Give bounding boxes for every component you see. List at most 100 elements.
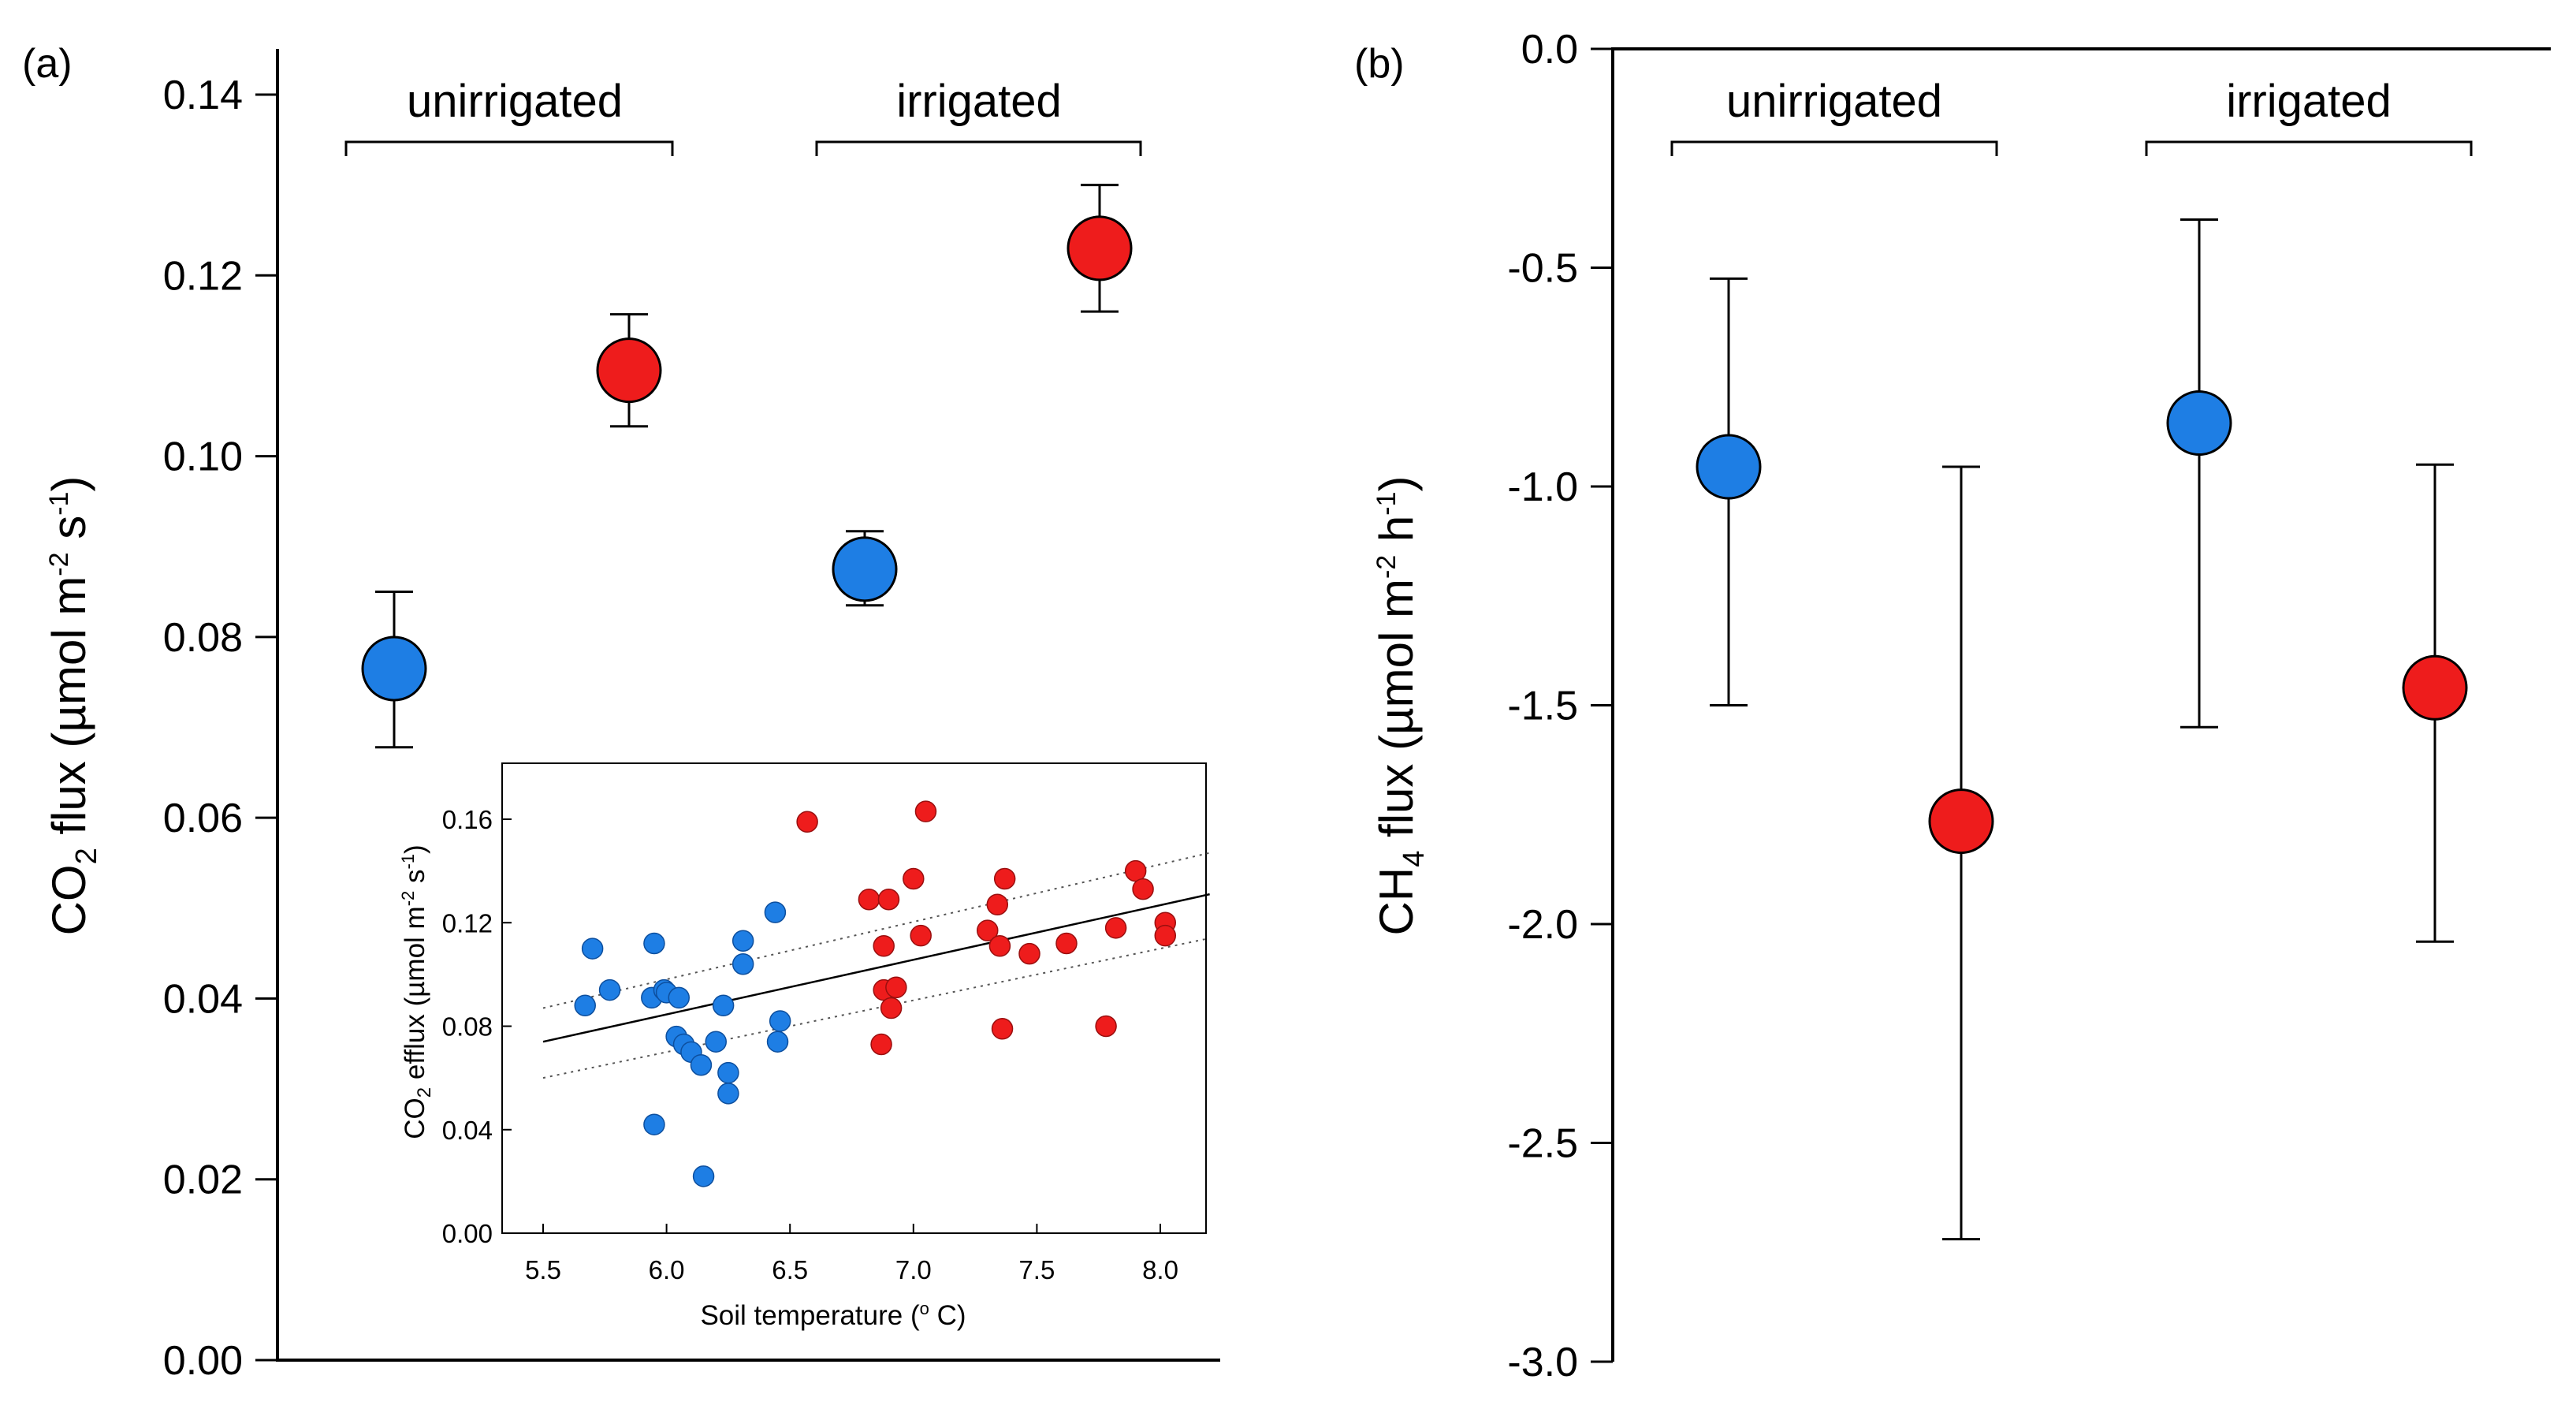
- mean-point-unirrigated-red: [596, 337, 662, 404]
- inset-point-blue: [643, 932, 665, 955]
- inset-points: [574, 800, 1177, 1187]
- inset-confidence-upper: [542, 852, 1210, 1009]
- inset-regression-line: [542, 893, 1210, 1043]
- inset-point-blue: [581, 937, 604, 960]
- y-tick-label: 0.12: [163, 253, 243, 299]
- inset-point-blue: [705, 1031, 727, 1053]
- panel-a-y-axis-label: CO2 flux (µmol m-2 s-1): [43, 476, 103, 936]
- inset-point-blue: [731, 930, 754, 952]
- mean-point-unirrigated-blue: [1696, 434, 1762, 500]
- panel-b-bracket-unirrigated: [1670, 140, 1998, 156]
- inset-point-blue: [668, 986, 691, 1009]
- panel-b-y-axis-label: CH4 flux (µmol m-2 h-1): [1370, 476, 1431, 936]
- inset-point-red: [1124, 859, 1147, 882]
- panel-b: (b) -3.0 -2.5 -2.0 -1.5 -1.0 -0.5 0.0 CH4 flux…: [1354, 27, 2551, 1385]
- y-tick-label: -0.5: [1507, 246, 1578, 292]
- inset-point-red: [1132, 878, 1154, 900]
- y-tick-label: 0.10: [163, 434, 243, 480]
- inset-point-red: [993, 867, 1016, 890]
- inset-point-red: [1095, 1015, 1117, 1038]
- panel-a-group-label-irrigated: irrigated: [896, 76, 1062, 127]
- y-tick-label: -3.0: [1507, 1340, 1578, 1385]
- panel-a-bracket-unirrigated: [344, 140, 674, 156]
- inset-point-red: [977, 919, 999, 941]
- inset-point-red: [914, 800, 937, 822]
- inset-point-blue: [574, 994, 596, 1016]
- inset-x-tick-label: 8.0: [1142, 1255, 1178, 1284]
- panel-b-bracket-irrigated: [2145, 140, 2473, 156]
- inset-point-blue: [717, 1083, 739, 1105]
- inset-point-blue: [769, 1010, 791, 1032]
- inset-point-red: [1055, 932, 1078, 955]
- inset-point-red: [877, 888, 900, 911]
- inset-point-red: [873, 935, 895, 957]
- inset-y-tick-label: 0.08: [442, 1012, 493, 1042]
- inset: 5.5 6.0 6.5 7.0 7.5 8.0 0.00 0.04 0.08 0.12 0.16 C…: [398, 762, 1210, 1331]
- inset-point-red: [885, 976, 907, 999]
- mean-point-irrigated-red: [2402, 654, 2468, 721]
- inset-point-blue: [692, 1165, 715, 1187]
- inset-point-red: [1154, 924, 1177, 947]
- mean-point-unirrigated-red: [1928, 788, 1994, 855]
- inset-point-blue: [766, 1031, 789, 1053]
- panel-a-points: [361, 184, 1133, 749]
- y-tick-label: 0.06: [163, 796, 243, 841]
- inset-x-tick-label: 6.5: [772, 1255, 808, 1284]
- inset-regression-lines: [542, 852, 1210, 1079]
- inset-y-axis-label: CO2 efflux (µmol m-2 s-1): [398, 844, 435, 1139]
- inset-point-blue: [712, 994, 735, 1016]
- inset-x-tick-label: 5.5: [525, 1255, 561, 1284]
- inset-point-red: [910, 924, 932, 947]
- inset-x-tick-label: 6.0: [649, 1255, 685, 1284]
- inset-point-blue: [690, 1053, 713, 1076]
- y-tick-label: 0.0: [1521, 27, 1578, 73]
- mean-point-irrigated-red: [1067, 215, 1133, 281]
- y-tick-label: -1.0: [1507, 464, 1578, 510]
- panel-a-y-ticks: 0.00 0.02 0.04 0.06 0.08 0.10 0.12 0.14: [163, 73, 277, 1384]
- inset-point-blue: [731, 953, 754, 975]
- inset-point-red: [1018, 942, 1040, 965]
- inset-point-red: [991, 1018, 1014, 1040]
- inset-y-tick-label: 0.04: [442, 1116, 493, 1145]
- y-tick-label: -2.0: [1507, 902, 1578, 948]
- inset-point-red: [1104, 917, 1127, 939]
- mean-point-unirrigated-blue: [361, 636, 427, 702]
- inset-y-tick-label: 0.12: [442, 908, 493, 937]
- panel-b-y-ticks: -3.0 -2.5 -2.0 -1.5 -1.0 -0.5 0.0: [1507, 27, 1613, 1385]
- mean-point-irrigated-blue: [2166, 390, 2232, 457]
- inset-confidence-lower: [542, 937, 1210, 1079]
- y-tick-label: 0.04: [163, 976, 243, 1022]
- inset-y-tick-label: 0.00: [442, 1219, 493, 1248]
- inset-point-red: [986, 893, 1009, 916]
- inset-ticks: 5.5 6.0 6.5 7.0 7.5 8.0 0.00 0.04 0.08 0.12 0.16: [442, 805, 1178, 1284]
- inset-y-tick-label: 0.16: [442, 805, 493, 834]
- y-tick-label: 0.14: [163, 73, 243, 118]
- panel-b-points: [1696, 218, 2468, 1241]
- inset-frame: [501, 762, 1207, 1234]
- inset-x-axis-label: Soil temperature (o C): [700, 1299, 966, 1331]
- panel-a-label: (a): [22, 41, 73, 87]
- panel-a-bracket-irrigated: [815, 140, 1142, 156]
- inset-point-red: [858, 888, 880, 911]
- inset-point-blue: [643, 1113, 665, 1135]
- inset-point-red: [880, 997, 903, 1019]
- inset-point-blue: [717, 1061, 739, 1084]
- panel-a: (a) 0.00 0.02 0.04 0.06 0.08 0.10 0.12 0.14 CO2…: [22, 41, 1220, 1384]
- panel-b-group-label-unirrigated: unirrigated: [1726, 76, 1942, 127]
- y-tick-label: 0.08: [163, 615, 243, 661]
- inset-point-red: [796, 811, 818, 833]
- mean-point-irrigated-blue: [832, 536, 898, 602]
- y-tick-label: 0.02: [163, 1157, 243, 1203]
- inset-point-blue: [764, 901, 787, 923]
- inset-point-red: [988, 935, 1011, 957]
- inset-point-blue: [598, 978, 621, 1001]
- inset-x-tick-label: 7.5: [1018, 1255, 1055, 1284]
- panel-b-group-label-irrigated: irrigated: [2226, 76, 2392, 127]
- y-tick-label: 0.00: [163, 1338, 243, 1384]
- panel-b-label: (b): [1354, 41, 1405, 87]
- inset-point-red: [870, 1033, 892, 1056]
- y-tick-label: -2.5: [1507, 1121, 1578, 1167]
- y-tick-label: -1.5: [1507, 684, 1578, 729]
- inset-point-red: [903, 867, 925, 890]
